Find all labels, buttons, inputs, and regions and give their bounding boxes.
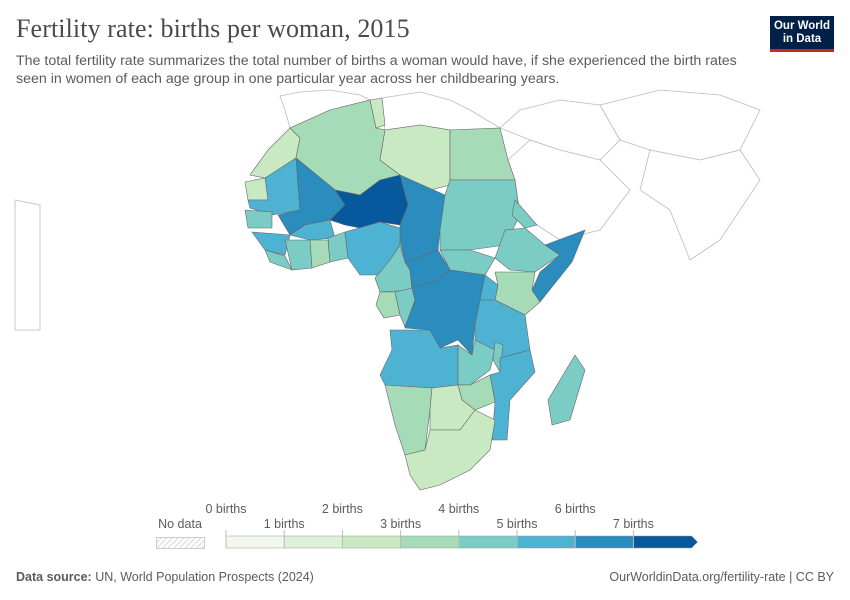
legend-no-data-label: No data (158, 517, 202, 531)
country-burkina-faso[interactable] (289, 219, 336, 241)
country-niger[interactable] (329, 174, 409, 229)
legend-label-0: 0 births (205, 502, 247, 516)
country-ethiopia[interactable] (494, 227, 561, 273)
country-dr-congo[interactable] (404, 269, 486, 356)
legend-bin-6[interactable] (574, 535, 634, 549)
legend-label-5: 5 births (496, 517, 538, 531)
legend-label-4: 4 births (438, 502, 480, 516)
country-guinea[interactable] (251, 231, 291, 256)
neighbor-region-outline (599, 89, 761, 161)
country-madagascar[interactable] (547, 354, 586, 426)
choropleth-map (14, 89, 761, 491)
country-layer (244, 97, 586, 491)
neighbor-region-outline (14, 199, 41, 331)
country-senegal[interactable] (244, 209, 273, 229)
legend-label-7: 7 births (612, 517, 654, 531)
legend-label-1: 1 births (263, 517, 305, 531)
legend-bin-1[interactable] (283, 535, 343, 549)
country-tunisia[interactable] (369, 97, 386, 129)
data-source-label: Data source: (16, 570, 92, 584)
owid-logo[interactable]: Our World in Data (770, 16, 834, 52)
country-south-africa[interactable] (404, 409, 496, 491)
country-gabon[interactable] (375, 291, 401, 319)
country-ghana[interactable] (309, 239, 331, 269)
legend-bin-4[interactable] (458, 535, 518, 549)
chart-subtitle: The total fertility rate summarizes the … (16, 53, 737, 87)
legend-bar (225, 530, 698, 549)
legend-bin-2[interactable] (342, 535, 401, 549)
legend-bin-7[interactable] (633, 535, 698, 549)
country-libya[interactable] (379, 124, 451, 191)
legend-label-3: 3 births (380, 517, 422, 531)
country-mozambique[interactable] (489, 349, 536, 441)
neighbor-region-outline (381, 91, 502, 131)
legend-label-2: 2 births (321, 502, 363, 516)
country-egypt[interactable] (449, 127, 516, 181)
legend-no-data-swatch (156, 537, 205, 549)
url-license[interactable]: OurWorldinData.org/fertility-rate | CC B… (609, 570, 834, 584)
data-source-text: UN, World Population Prospects (2024) (95, 570, 314, 584)
legend-bin-0[interactable] (225, 535, 285, 549)
legend-label-6: 6 births (554, 502, 596, 516)
country-namibia[interactable] (384, 384, 433, 456)
neighbor-region-outline (639, 149, 761, 261)
non-data-outlines (14, 89, 761, 331)
legend-bin-3[interactable] (400, 535, 460, 549)
data-source: Data source: UN, World Population Prospe… (16, 570, 314, 584)
chart-title: Fertility rate: births per woman, 2015 (16, 14, 410, 43)
legend-bin-5[interactable] (516, 535, 576, 549)
